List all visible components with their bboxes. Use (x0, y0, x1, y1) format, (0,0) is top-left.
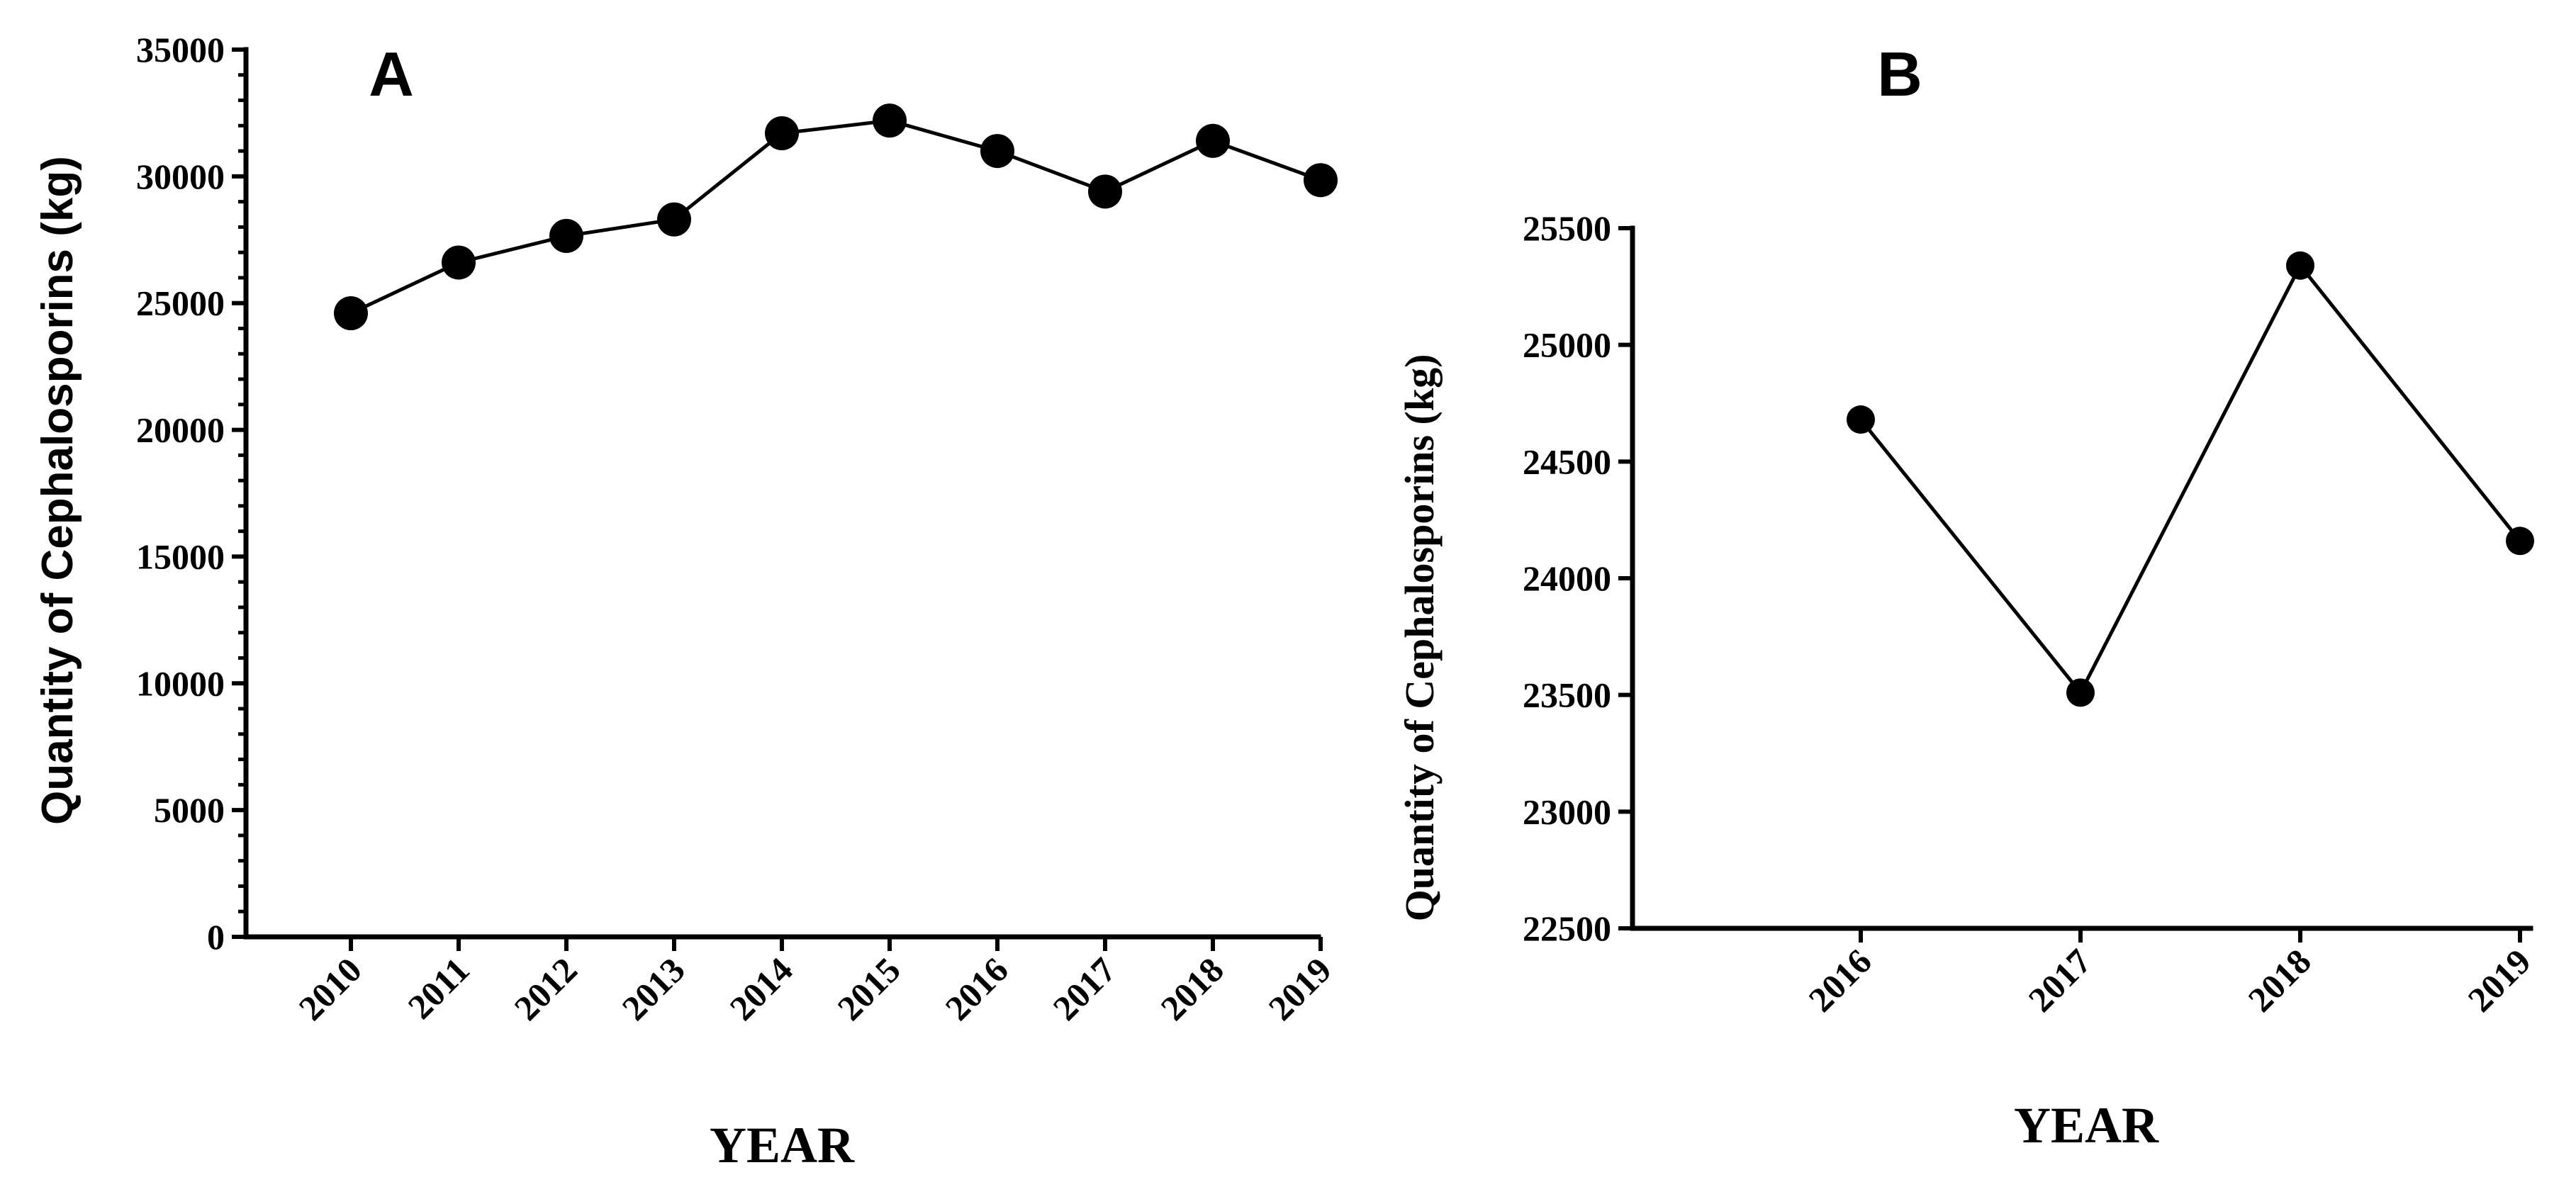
series-line-b (1859, 262, 2521, 696)
x-axis-title-a: YEAR (710, 1117, 855, 1174)
x-tick-label-b: 2017 (2020, 941, 2098, 1019)
chart-b: B Quantity of Cephalosporins (kg) YEAR 2… (1396, 39, 2538, 1154)
y-tick-label-a: 30000 (136, 157, 225, 196)
y-tick-label-a: 5000 (154, 790, 225, 830)
series-line-a (349, 118, 1321, 315)
y-tick-label-b: 25500 (1523, 208, 1611, 248)
data-point-a (1304, 163, 1338, 198)
data-point-a (1196, 123, 1230, 158)
data-point-a (873, 103, 907, 138)
y-tick-label-a: 25000 (136, 283, 225, 323)
x-tick-label-a: 2016 (937, 950, 1015, 1028)
x-tick-label-a: 2013 (614, 950, 692, 1028)
x-tick-label-a: 2015 (829, 950, 907, 1028)
y-tick-label-a: 20000 (136, 410, 225, 450)
panel-label-b: B (1877, 39, 1922, 109)
y-tick-label-b: 25000 (1523, 325, 1611, 365)
x-tick-label-a: 2014 (722, 950, 800, 1028)
data-point-b (1847, 405, 1875, 434)
data-point-a (765, 116, 799, 151)
y-tick-label-b: 23000 (1523, 792, 1611, 831)
y-axis-title-a: Quantity of Cephalosporins (kg) (33, 156, 82, 825)
y-axis-title-b: Quantity of Cephalosporins (kg) (1396, 354, 1443, 922)
chart-a: A Quantity of Cephalosporins (kg) YEAR 0… (33, 30, 1339, 1174)
y-tick-label-b: 23500 (1523, 675, 1611, 715)
x-tick-label-b: 2016 (1801, 941, 1878, 1019)
y-tick-label-a: 15000 (136, 536, 225, 576)
y-tick-label-a: 10000 (136, 663, 225, 703)
panel-label-a: A (369, 39, 414, 109)
y-tick-label-a: 0 (207, 917, 225, 957)
x-tick-label-a: 2017 (1045, 950, 1123, 1028)
data-point-a (657, 202, 691, 237)
x-tick-label-a: 2012 (506, 950, 584, 1028)
data-point-b (2286, 251, 2314, 280)
data-point-b (2066, 678, 2095, 707)
data-point-a (980, 134, 1014, 169)
y-tick-label-b: 22500 (1523, 908, 1611, 948)
data-point-a (1088, 174, 1122, 209)
x-tick-label-a: 2010 (291, 950, 369, 1028)
data-point-b (2506, 527, 2534, 556)
x-axis-title-b: YEAR (2014, 1097, 2159, 1154)
x-tick-label-b: 2018 (2240, 941, 2318, 1019)
x-tick-label-a: 2019 (1260, 950, 1338, 1028)
y-tick-label-b: 24500 (1523, 441, 1611, 481)
x-tick-label-a: 2011 (400, 950, 476, 1026)
data-point-a (442, 245, 476, 280)
y-tick-label-b: 24000 (1523, 558, 1611, 598)
data-point-a (549, 218, 583, 253)
x-tick-label-b: 2019 (2460, 941, 2538, 1019)
y-tick-label-a: 35000 (136, 30, 225, 69)
data-point-a (334, 296, 368, 331)
x-tick-label-a: 2018 (1153, 950, 1231, 1028)
